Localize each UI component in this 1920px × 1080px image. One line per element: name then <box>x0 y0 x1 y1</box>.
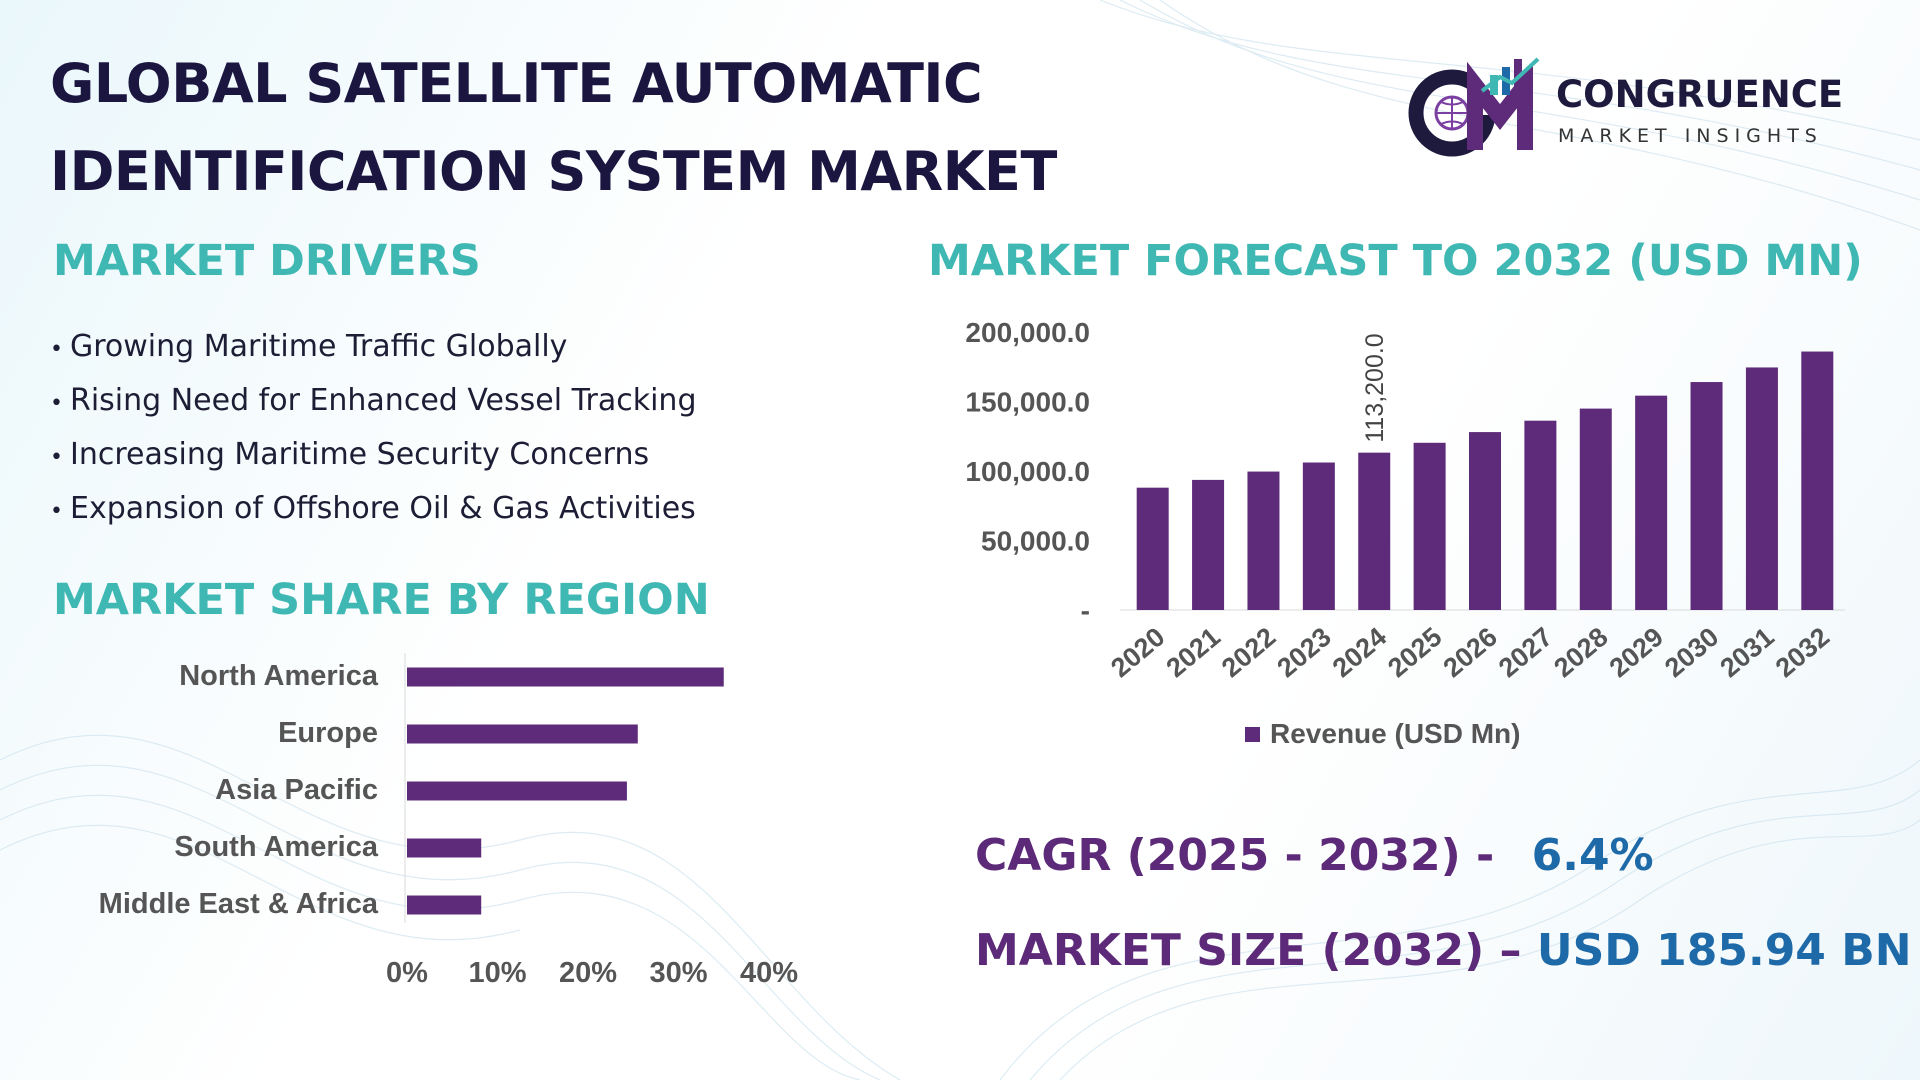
region-heading: MARKET SHARE BY REGION <box>53 575 710 625</box>
driver-item: Rising Need for Enhanced Vessel Tracking <box>50 374 697 428</box>
forecast-x-tick-label: 2032 <box>1770 622 1835 684</box>
forecast-y-tick-label: 150,000.0 <box>965 387 1090 418</box>
forecast-heading: MARKET FORECAST TO 2032 (USD MN) <box>928 236 1863 286</box>
region-category-label: South America <box>174 831 378 863</box>
region-category-label: Asia Pacific <box>215 774 378 806</box>
forecast-x-tick-label: 2021 <box>1161 622 1226 684</box>
region-category-label: Europe <box>278 717 378 749</box>
logo-name: CONGRUENCE <box>1556 73 1844 116</box>
title-line-2: IDENTIFICATION SYSTEM MARKET <box>50 140 1057 203</box>
region-category-label: North America <box>179 660 379 692</box>
forecast-x-tick-label: 2027 <box>1493 622 1558 684</box>
region-x-tick-label: 0% <box>386 957 428 989</box>
forecast-bar <box>1302 462 1335 610</box>
region-bar <box>407 667 724 687</box>
region-share-chart: North America Europe Asia Pacific South Ame… <box>99 653 798 989</box>
forecast-legend-swatch <box>1245 727 1260 742</box>
forecast-bar <box>1469 432 1501 610</box>
forecast-x-tick-label: 2031 <box>1714 622 1779 684</box>
cagr-kpi: CAGR (2025 - 2032) - 6.4% <box>975 830 1654 881</box>
forecast-bar <box>1136 487 1169 610</box>
cagr-label: CAGR (2025 - 2032) - <box>975 830 1495 881</box>
region-bar <box>407 781 627 801</box>
forecast-x-tick-label: 2025 <box>1382 622 1447 684</box>
cagr-value: 6.4% <box>1531 830 1654 881</box>
forecast-y-tick-label: - <box>1081 595 1090 626</box>
region-x-tick-label: 40% <box>740 957 798 989</box>
forecast-y-tick-label: 50,000.0 <box>981 526 1090 557</box>
forecast-bar <box>1247 471 1280 610</box>
region-x-tick-label: 20% <box>559 957 617 989</box>
driver-item: Expansion of Offshore Oil & Gas Activiti… <box>50 482 696 536</box>
market-size-value: USD 185.94 BN <box>1536 925 1912 976</box>
market-size-kpi: MARKET SIZE (2032) – USD 185.94 BN <box>975 925 1912 976</box>
forecast-bar <box>1413 442 1446 610</box>
region-bar <box>407 895 482 915</box>
region-bar <box>407 724 638 744</box>
forecast-x-tick-label: 2023 <box>1271 622 1336 684</box>
market-size-label: MARKET SIZE (2032) – <box>975 925 1522 976</box>
logo-initials: CM <box>1400 55 1402 56</box>
company-logo: CM CONGRUENCE MARKET INSIGHTS <box>1400 55 1870 160</box>
forecast-bar <box>1690 382 1723 610</box>
forecast-bar <box>1524 420 1557 610</box>
drivers-heading: MARKET DRIVERS <box>53 236 481 286</box>
forecast-chart: - 50,000.0 100,000.0 150,000.0 200,000.0 2020… <box>965 317 1845 749</box>
page-title: GLOBAL SATELLITE AUTOMATIC IDENTIFICATIO… <box>50 40 1057 216</box>
logo-mark: CM <box>1400 55 1540 157</box>
forecast-x-tick-label: 2026 <box>1438 622 1503 684</box>
forecast-bar <box>1745 367 1778 610</box>
forecast-x-tick-label: 2028 <box>1548 622 1613 684</box>
forecast-x-tick-label: 2020 <box>1105 622 1170 684</box>
region-bar <box>407 838 482 858</box>
forecast-y-tick-label: 200,000.0 <box>965 317 1090 348</box>
forecast-bar <box>1801 351 1834 610</box>
forecast-data-label: 113,200.0 <box>1361 333 1389 442</box>
forecast-x-tick-label: 2024 <box>1327 622 1392 684</box>
forecast-x-tick-label: 2022 <box>1216 622 1281 684</box>
driver-item: Growing Maritime Traffic Globally <box>50 320 696 374</box>
region-category-label: Middle East & Africa <box>99 888 379 920</box>
forecast-legend-label: Revenue (USD Mn) <box>1270 718 1520 749</box>
driver-item: Increasing Maritime Security Concerns <box>50 428 696 482</box>
logo-subtitle: MARKET INSIGHTS <box>1558 125 1823 147</box>
forecast-bar <box>1579 408 1612 610</box>
region-x-tick-label: 10% <box>468 957 526 989</box>
region-x-tick-label: 30% <box>649 957 707 989</box>
forecast-x-tick-label: 2030 <box>1659 622 1724 684</box>
forecast-y-tick-label: 100,000.0 <box>965 456 1090 487</box>
forecast-bar <box>1192 479 1225 610</box>
forecast-x-tick-label: 2029 <box>1604 622 1669 684</box>
forecast-bar <box>1358 452 1391 610</box>
title-line-1: GLOBAL SATELLITE AUTOMATIC <box>50 52 983 115</box>
drivers-list: Growing Maritime Traffic Globally Rising… <box>50 320 697 536</box>
forecast-bar <box>1635 395 1668 610</box>
